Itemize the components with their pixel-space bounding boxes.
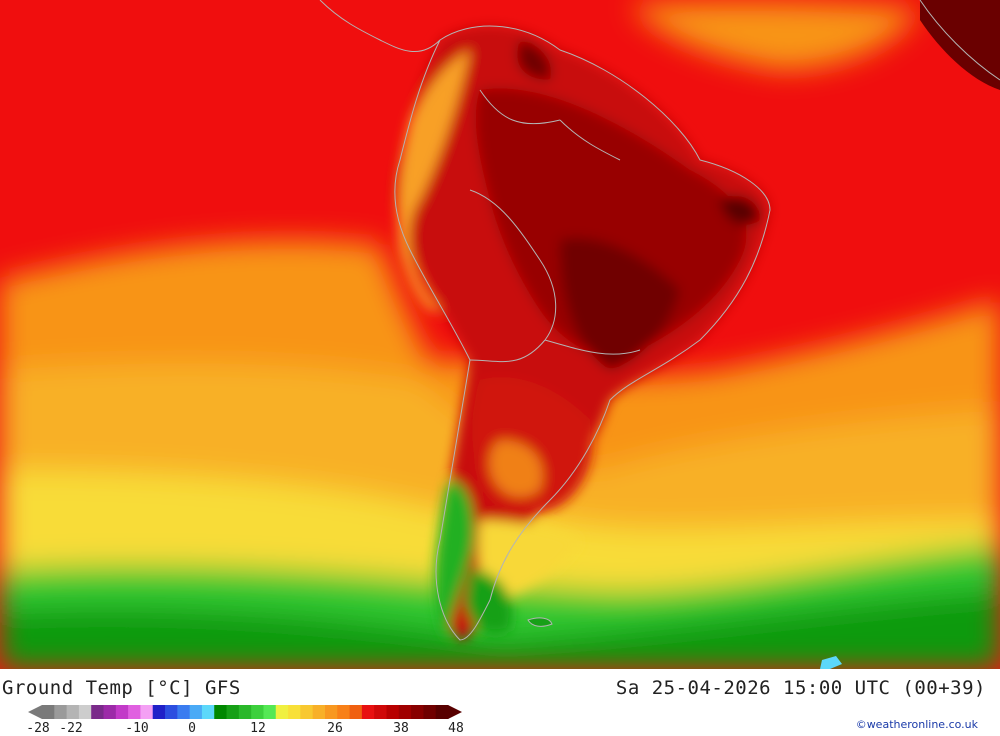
legend-swatch: [165, 705, 178, 719]
legend-swatch: [435, 705, 449, 719]
legend-arrow-right: [448, 705, 462, 719]
cyan-patch: [820, 656, 842, 669]
legend-swatch: [398, 705, 412, 719]
legend-swatch: [226, 705, 240, 719]
legend-swatch: [66, 705, 80, 719]
legend-swatch: [411, 705, 424, 719]
legend-swatch: [300, 705, 314, 719]
legend-swatch: [115, 705, 129, 719]
legend-swatch: [152, 705, 166, 719]
legend-swatch: [54, 705, 68, 719]
south-america-landmass: [394, 26, 770, 641]
legend-swatch: [42, 705, 55, 719]
legend-tick-label: -28: [26, 721, 50, 736]
small-island: [527, 617, 553, 627]
legend-swatch: [349, 705, 363, 719]
legend-tick-label: -10: [125, 721, 149, 736]
temperature-map: [0, 0, 1000, 669]
legend-swatch: [312, 705, 326, 719]
legend-swatch: [361, 705, 375, 719]
legend-swatch: [214, 705, 228, 719]
legend-swatch: [140, 705, 154, 719]
legend-swatch: [238, 705, 252, 719]
legend-swatch: [386, 705, 400, 719]
legend-swatch: [177, 705, 191, 719]
valid-time: Sa 25-04-2026 15:00 UTC (00+39): [615, 677, 986, 699]
legend-swatch: [423, 705, 437, 719]
legend-tick-label: 38: [393, 721, 409, 736]
legend-swatch: [263, 705, 277, 719]
map-title: Ground Temp [°C] GFS: [2, 677, 241, 699]
map-footer: Ground Temp [°C] GFS Sa 25-04-2026 15:00…: [0, 669, 1000, 736]
ocean-orange-ne: [630, 1, 920, 70]
legend-tick-label: 0: [188, 721, 196, 736]
legend-swatch: [337, 705, 351, 719]
color-scale-legend: [28, 705, 462, 719]
legend-arrow-left: [28, 705, 42, 719]
ocean-darkgreen-band: [0, 590, 1000, 669]
legend-swatch: [78, 705, 92, 719]
africa-corner: [920, 0, 1000, 90]
legend-swatch: [374, 705, 387, 719]
legend-swatch: [91, 705, 105, 719]
legend-swatch: [128, 705, 141, 719]
legend-swatch: [251, 705, 264, 719]
legend-swatch: [103, 705, 117, 719]
legend-tick-label: 48: [448, 721, 464, 736]
country-borders: [394, 25, 771, 641]
legend-swatch: [288, 705, 301, 719]
legend-swatch: [324, 705, 338, 719]
legend-tick-label: 26: [327, 721, 343, 736]
legend-swatch: [275, 705, 289, 719]
credit-link[interactable]: ©weatheronline.co.uk: [855, 718, 978, 731]
central-america: [319, 0, 441, 53]
legend-tick-label: 12: [250, 721, 266, 736]
legend-tick-label: -22: [59, 721, 83, 736]
legend-swatch: [189, 705, 203, 719]
legend-swatch: [201, 705, 215, 719]
